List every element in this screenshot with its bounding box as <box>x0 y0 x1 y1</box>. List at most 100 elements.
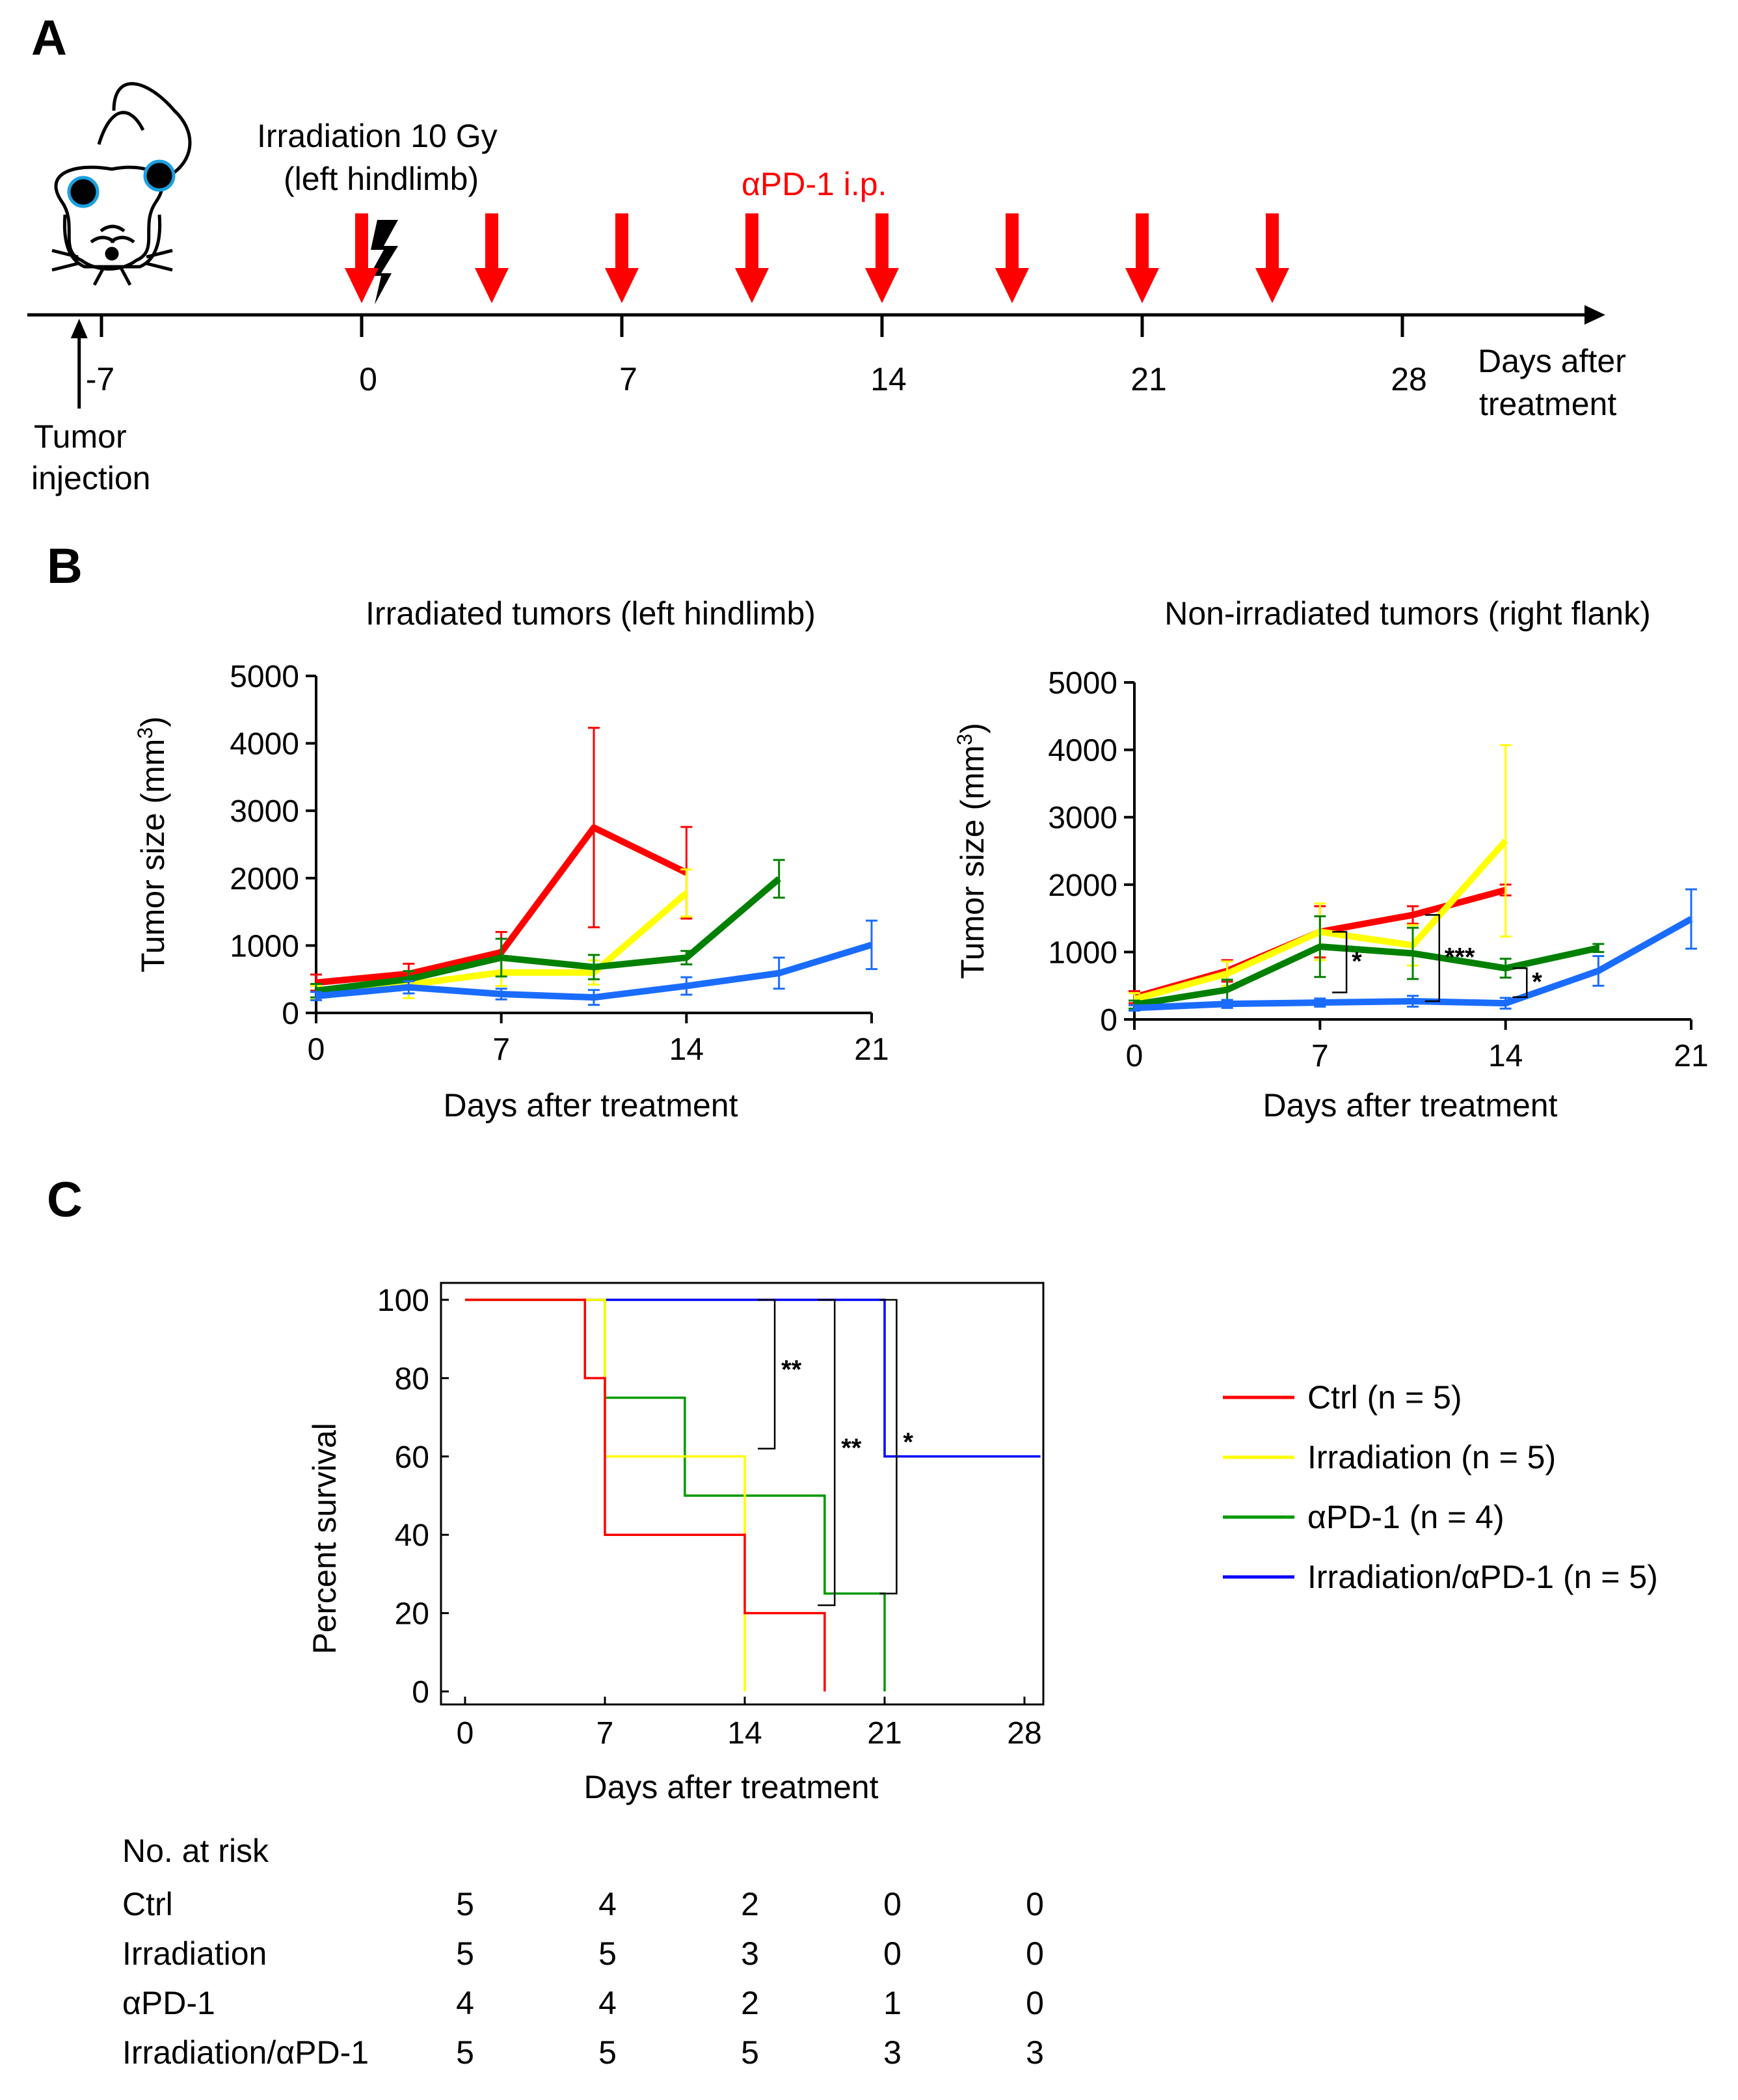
significance-bracket <box>758 1299 776 1450</box>
risk-cell: 5 <box>456 1886 474 1922</box>
significance-label: ** <box>781 1355 802 1384</box>
series-line <box>1134 943 1599 1008</box>
risk-row-label: Irradiation <box>122 1935 267 1972</box>
series-αPD-1 <box>310 859 785 999</box>
y-tick-label: 20 <box>395 1597 429 1632</box>
significance-bracket <box>1332 931 1348 993</box>
legend-label: Irradiation (n = 5) <box>1307 1439 1556 1475</box>
risk-row-label: αPD-1 <box>122 1985 215 2021</box>
risk-cell: 3 <box>1026 2034 1044 2071</box>
chart-b2-xlabel: Days after treatment <box>1263 1087 1558 1124</box>
x-tick-label: 28 <box>1007 1716 1041 1751</box>
antibody-dose-arrow <box>1125 213 1159 303</box>
legend-label: Irradiation/αPD-1 (n = 5) <box>1307 1559 1658 1595</box>
x-tick-label: 14 <box>727 1716 762 1751</box>
risk-cell: 5 <box>598 1935 617 1972</box>
x-tick-label: 14 <box>669 1032 704 1067</box>
treatment-timeline: -7 0 7 14 21 28 Irradiation 10 Gy (left hindl… <box>27 82 1626 496</box>
risk-row-label: Irradiation/αPD-1 <box>122 2034 369 2071</box>
x-tick-label: 14 <box>1488 1039 1523 1073</box>
chart-b2-ylabel: Tumor size (mm3) <box>953 723 991 979</box>
timeline-tick-label: 14 <box>870 361 907 397</box>
risk-cell: 4 <box>598 1886 617 1922</box>
survival-curve-Irradiation/αPD-1 (n = 5) <box>465 1299 1041 1458</box>
x-tick-label: 0 <box>1126 1039 1143 1073</box>
mouse-icon <box>51 82 192 286</box>
tumor-injection-arrowhead-icon <box>70 319 88 338</box>
timeline-tick-label: -7 <box>86 361 114 397</box>
significance-label: * <box>1352 947 1362 976</box>
irradiation-label-line1: Irradiation 10 Gy <box>257 118 498 154</box>
risk-cell: 3 <box>741 1935 759 1972</box>
tumor-injection-line1: Tumor <box>34 418 127 455</box>
significance-bracket <box>1512 967 1528 999</box>
series-line <box>1134 916 1693 1012</box>
x-tick-label: 7 <box>492 1032 510 1067</box>
legend-label: Ctrl (n = 5) <box>1307 1379 1462 1416</box>
antibody-dose-arrow <box>995 213 1029 303</box>
antibody-dose-arrow <box>865 213 899 303</box>
risk-cell: 0 <box>883 1935 902 1972</box>
y-tick-label: 3000 <box>230 794 299 829</box>
x-tick-label: 7 <box>596 1716 614 1751</box>
timeline-tick-label: 7 <box>619 361 637 397</box>
legend-label: αPD-1 (n = 4) <box>1307 1499 1504 1535</box>
significance-bracket <box>879 1299 898 1595</box>
risk-cell: 1 <box>883 1985 902 2021</box>
risk-cell: 5 <box>456 2034 474 2071</box>
survival-curve-αPD-1 (n = 4) <box>465 1299 886 1691</box>
lightning-icon <box>369 220 398 304</box>
antibody-dose-arrow <box>475 213 509 303</box>
y-tick-label: 100 <box>377 1284 429 1318</box>
series-Irradiation/αPD-1 <box>1129 888 1697 1012</box>
y-tick-label: 4000 <box>230 727 299 762</box>
irradiated-tumor-growth-chart: Irradiated tumors (left hindlimb) Days a… <box>133 595 889 1124</box>
antibody-dose-arrow <box>345 213 379 303</box>
chart-b1-title: Irradiated tumors (left hindlimb) <box>366 595 816 632</box>
non-irradiated-tumor-growth-chart: Non-irradiated tumors (right flank) Days… <box>953 595 1709 1124</box>
antibody-dose-arrow <box>1255 213 1289 303</box>
timeline-arrowhead-icon <box>1584 305 1605 325</box>
risk-cell: 2 <box>741 1985 759 2021</box>
x-tick-label: 0 <box>457 1716 474 1751</box>
series-Irradiation/αPD-1 <box>310 919 877 1006</box>
chart-b2-title: Non-irradiated tumors (right flank) <box>1164 595 1651 632</box>
y-tick-label: 1000 <box>1048 936 1117 970</box>
survival-curve-Ctrl (n = 5) <box>465 1299 826 1691</box>
panel-label-a: A <box>31 10 67 66</box>
significance-label: * <box>1532 968 1542 997</box>
y-tick-label: 1000 <box>230 929 299 963</box>
series-line <box>315 941 873 1001</box>
significance-bracket <box>818 1299 836 1606</box>
timeline-axis-label-line2: treatment <box>1479 386 1616 422</box>
survival-chart: Days after treatment Percent survival 0 2… <box>306 1282 1045 1805</box>
y-tick-label: 5000 <box>230 660 299 694</box>
plot-frame <box>440 1282 1045 1706</box>
x-tick-label: 21 <box>854 1032 889 1067</box>
y-tick-label: 3000 <box>1048 801 1117 835</box>
risk-cell: 3 <box>883 2034 902 2071</box>
antibody-dose-arrow <box>605 213 639 303</box>
y-tick-label: 0 <box>1100 1003 1117 1038</box>
irradiation-label-line2: (left hindlimb) <box>284 161 479 197</box>
significance-label: *** <box>1445 943 1475 972</box>
risk-table: No. at risk Ctrl 5 4 2 0 0 Irradiation 5 5 3 0 0 αPD… <box>122 1833 1044 2071</box>
risk-table-title: No. at risk <box>122 1833 269 1869</box>
y-tick-label: 80 <box>395 1362 429 1396</box>
risk-cell: 5 <box>598 2034 617 2071</box>
chart-c-xlabel: Days after treatment <box>584 1769 879 1805</box>
risk-cell: 4 <box>598 1985 617 2021</box>
y-tick-label: 0 <box>412 1675 429 1710</box>
y-tick-label: 2000 <box>230 862 299 896</box>
chart-c-ylabel: Percent survival <box>306 1423 343 1654</box>
x-tick-label: 0 <box>308 1032 325 1067</box>
risk-cell: 2 <box>741 1886 759 1922</box>
y-tick-label: 40 <box>395 1518 429 1553</box>
y-tick-label: 60 <box>395 1440 429 1475</box>
panel-label-c: C <box>47 1172 83 1228</box>
y-tick-label: 2000 <box>1048 868 1117 903</box>
x-tick-label: 7 <box>1311 1039 1329 1073</box>
antibody-label: αPD-1 i.p. <box>742 166 887 202</box>
significance-bracket <box>1424 914 1441 1003</box>
chart-b1-ylabel: Tumor size (mm3) <box>133 716 171 973</box>
